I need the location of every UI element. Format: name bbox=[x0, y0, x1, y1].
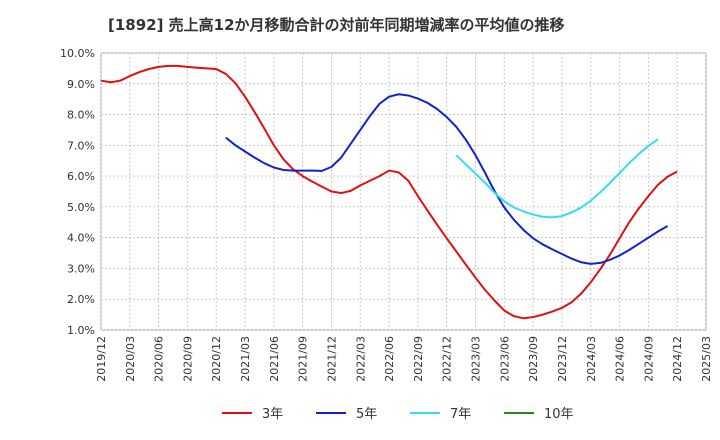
y-tick-label: 10.0% bbox=[60, 47, 95, 60]
legend-label-7y: 7年 bbox=[450, 407, 471, 422]
plot-frame bbox=[100, 52, 707, 331]
series-layer bbox=[100, 64, 678, 320]
x-tick-label: 2021/12 bbox=[325, 336, 338, 382]
x-tick-label: 2024/09 bbox=[642, 336, 655, 382]
x-tick-label: 2024/12 bbox=[671, 336, 684, 382]
x-tick-label: 2020/06 bbox=[153, 336, 166, 382]
x-tick-label: 2021/09 bbox=[297, 336, 310, 382]
grid-layer bbox=[100, 52, 707, 331]
x-tick-label: 2019/12 bbox=[95, 336, 108, 382]
x-tick-label: 2020/12 bbox=[210, 336, 223, 382]
legend: 3年 5年 7年 10年 bbox=[222, 407, 574, 422]
y-tick-label: 1.0% bbox=[67, 324, 95, 337]
series-line-5y bbox=[225, 93, 669, 265]
x-tick-label: 2022/09 bbox=[412, 336, 425, 382]
y-tick-label: 9.0% bbox=[67, 78, 95, 91]
x-tick-label: 2025/03 bbox=[700, 336, 713, 382]
series-line-7y bbox=[455, 138, 659, 219]
y-tick-label: 8.0% bbox=[67, 109, 95, 122]
x-tick-label: 2020/09 bbox=[181, 336, 194, 382]
y-tick-label: 6.0% bbox=[67, 170, 95, 183]
y-tick-label: 3.0% bbox=[67, 262, 95, 275]
x-tick-label: 2023/09 bbox=[527, 336, 540, 382]
x-tick-label: 2022/06 bbox=[383, 336, 396, 382]
y-tick-label: 7.0% bbox=[67, 139, 95, 152]
legend-label-10y: 10年 bbox=[544, 407, 574, 422]
x-tick-label: 2023/12 bbox=[556, 336, 569, 382]
x-tick-label: 2020/03 bbox=[124, 336, 137, 382]
y-tick-label: 4.0% bbox=[67, 232, 95, 245]
x-tick-label: 2024/06 bbox=[614, 336, 627, 382]
x-tick-label: 2024/03 bbox=[585, 336, 598, 382]
chart-title: [1892] 売上高12か月移動合計の対前年同期増減率の平均値の推移 bbox=[108, 16, 565, 34]
y-tick-label: 5.0% bbox=[67, 201, 95, 214]
y-tick-label: 2.0% bbox=[67, 293, 95, 306]
legend-label-5y: 5年 bbox=[356, 407, 377, 422]
axis-layer: 1.0% 2.0% 3.0% 4.0% 5.0% 6.0% 7.0% 8.0% 9.0% 10.0… bbox=[60, 47, 713, 382]
x-tick-label: 2022/03 bbox=[354, 336, 367, 382]
x-tick-label: 2023/03 bbox=[470, 336, 483, 382]
x-tick-label: 2023/06 bbox=[498, 336, 511, 382]
x-tick-label: 2021/06 bbox=[268, 336, 281, 382]
x-tick-label: 2021/03 bbox=[239, 336, 252, 382]
x-tick-label: 2022/12 bbox=[441, 336, 454, 382]
series-line-3y bbox=[100, 64, 678, 320]
legend-label-3y: 3年 bbox=[262, 407, 283, 422]
